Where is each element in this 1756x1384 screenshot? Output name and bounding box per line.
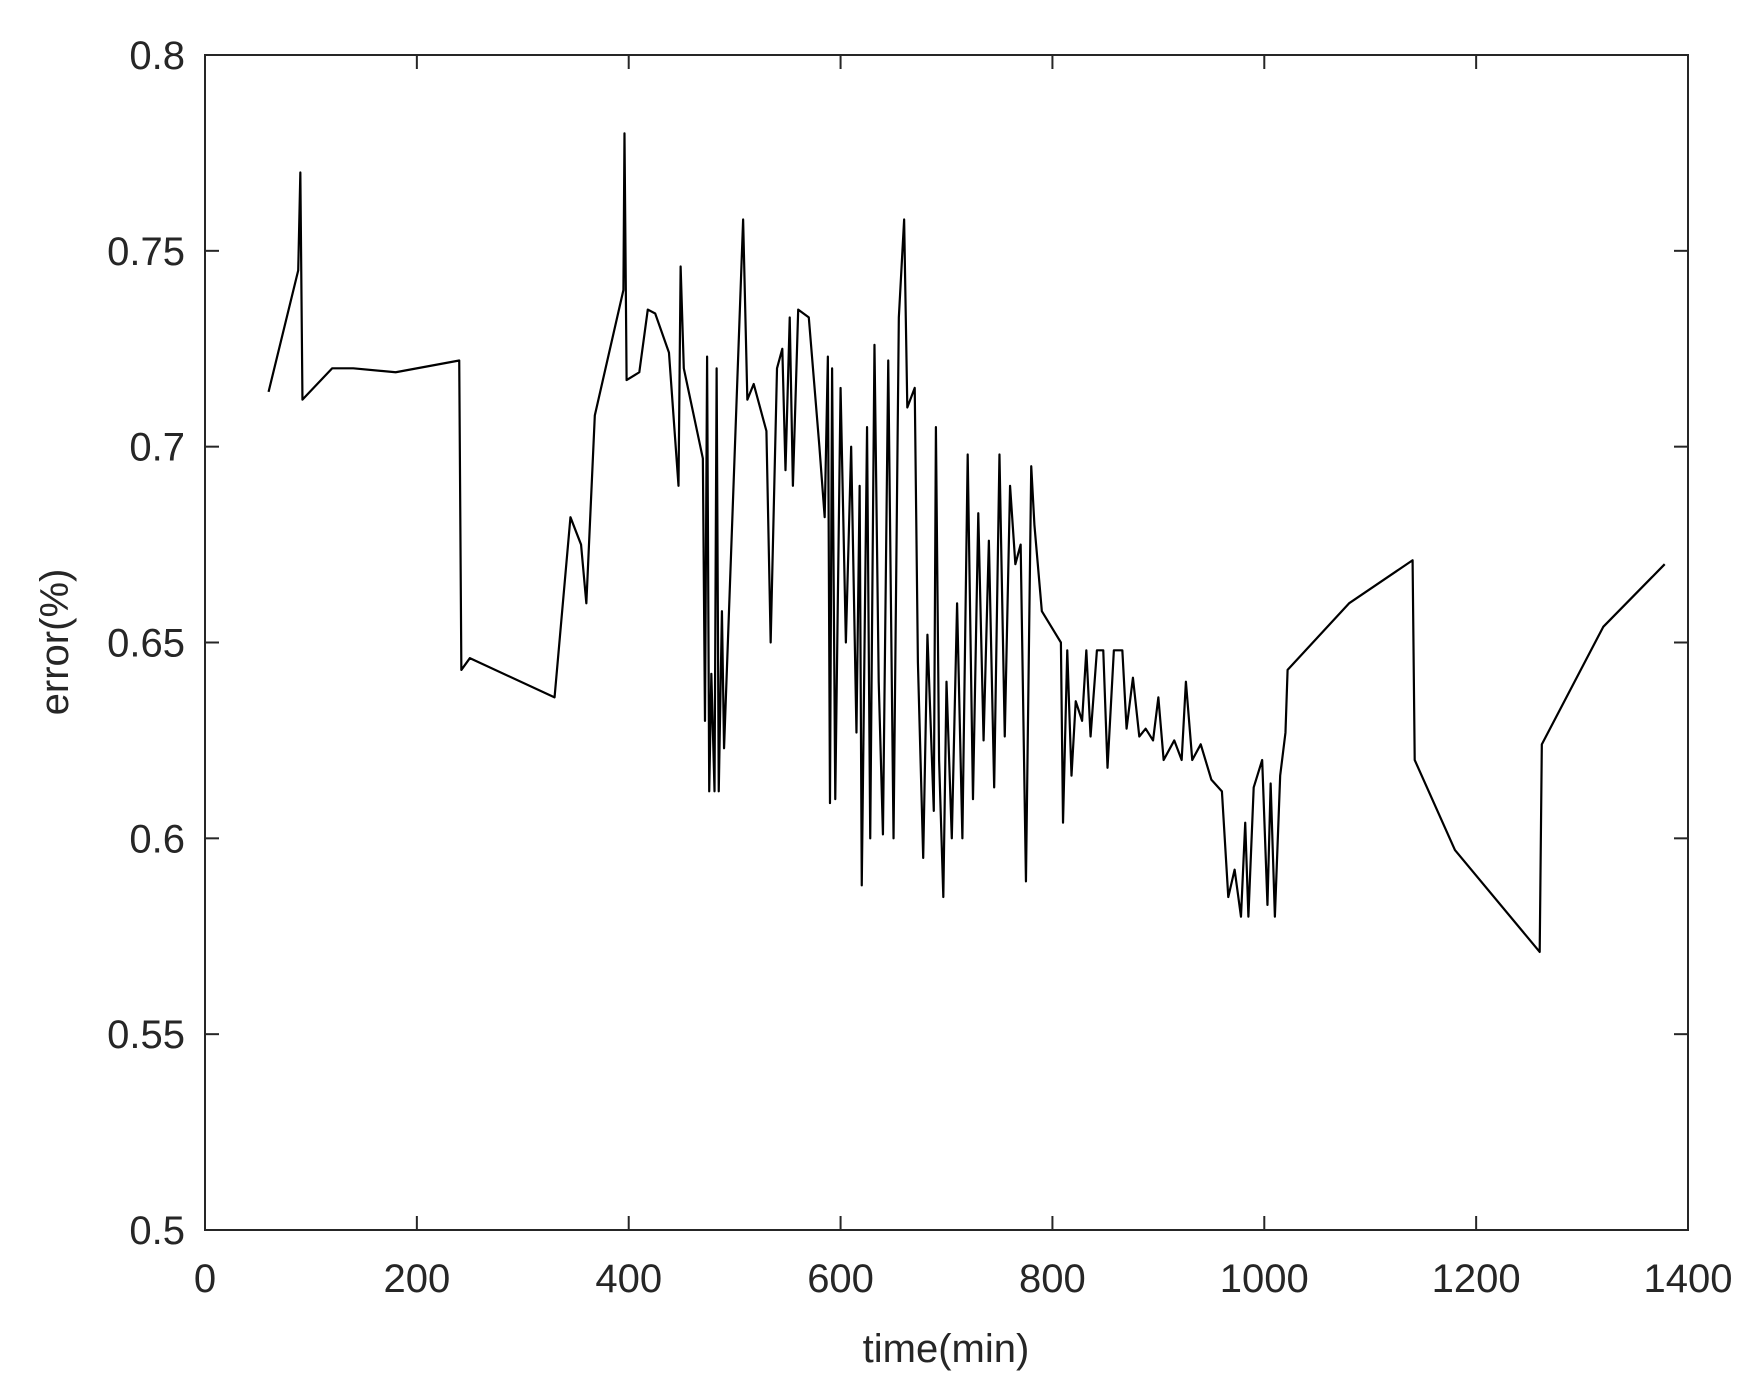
x-tick-label: 1000 xyxy=(1220,1257,1309,1301)
y-tick-label: 0.7 xyxy=(129,426,185,470)
x-tick-label: 0 xyxy=(194,1257,216,1301)
data-line xyxy=(267,132,1666,954)
y-tick-label: 0.8 xyxy=(129,34,185,78)
y-tick-label: 0.55 xyxy=(107,1013,185,1057)
y-tick-label: 0.65 xyxy=(107,622,185,666)
x-tick-label: 1200 xyxy=(1432,1257,1521,1301)
x-tick-label: 600 xyxy=(807,1257,874,1301)
x-axis-label: time(min) xyxy=(863,1327,1030,1371)
y-tick-label: 0.6 xyxy=(129,817,185,861)
x-tick-label: 200 xyxy=(383,1257,450,1301)
plot-box xyxy=(204,54,1689,1231)
y-tick-label: 0.75 xyxy=(107,230,185,274)
y-tick-label: 0.5 xyxy=(129,1209,185,1253)
y-axis-label: error(%) xyxy=(33,569,77,716)
x-tick-label: 800 xyxy=(1019,1257,1086,1301)
x-tick-label: 1400 xyxy=(1644,1257,1733,1301)
x-tick-label: 400 xyxy=(595,1257,662,1301)
